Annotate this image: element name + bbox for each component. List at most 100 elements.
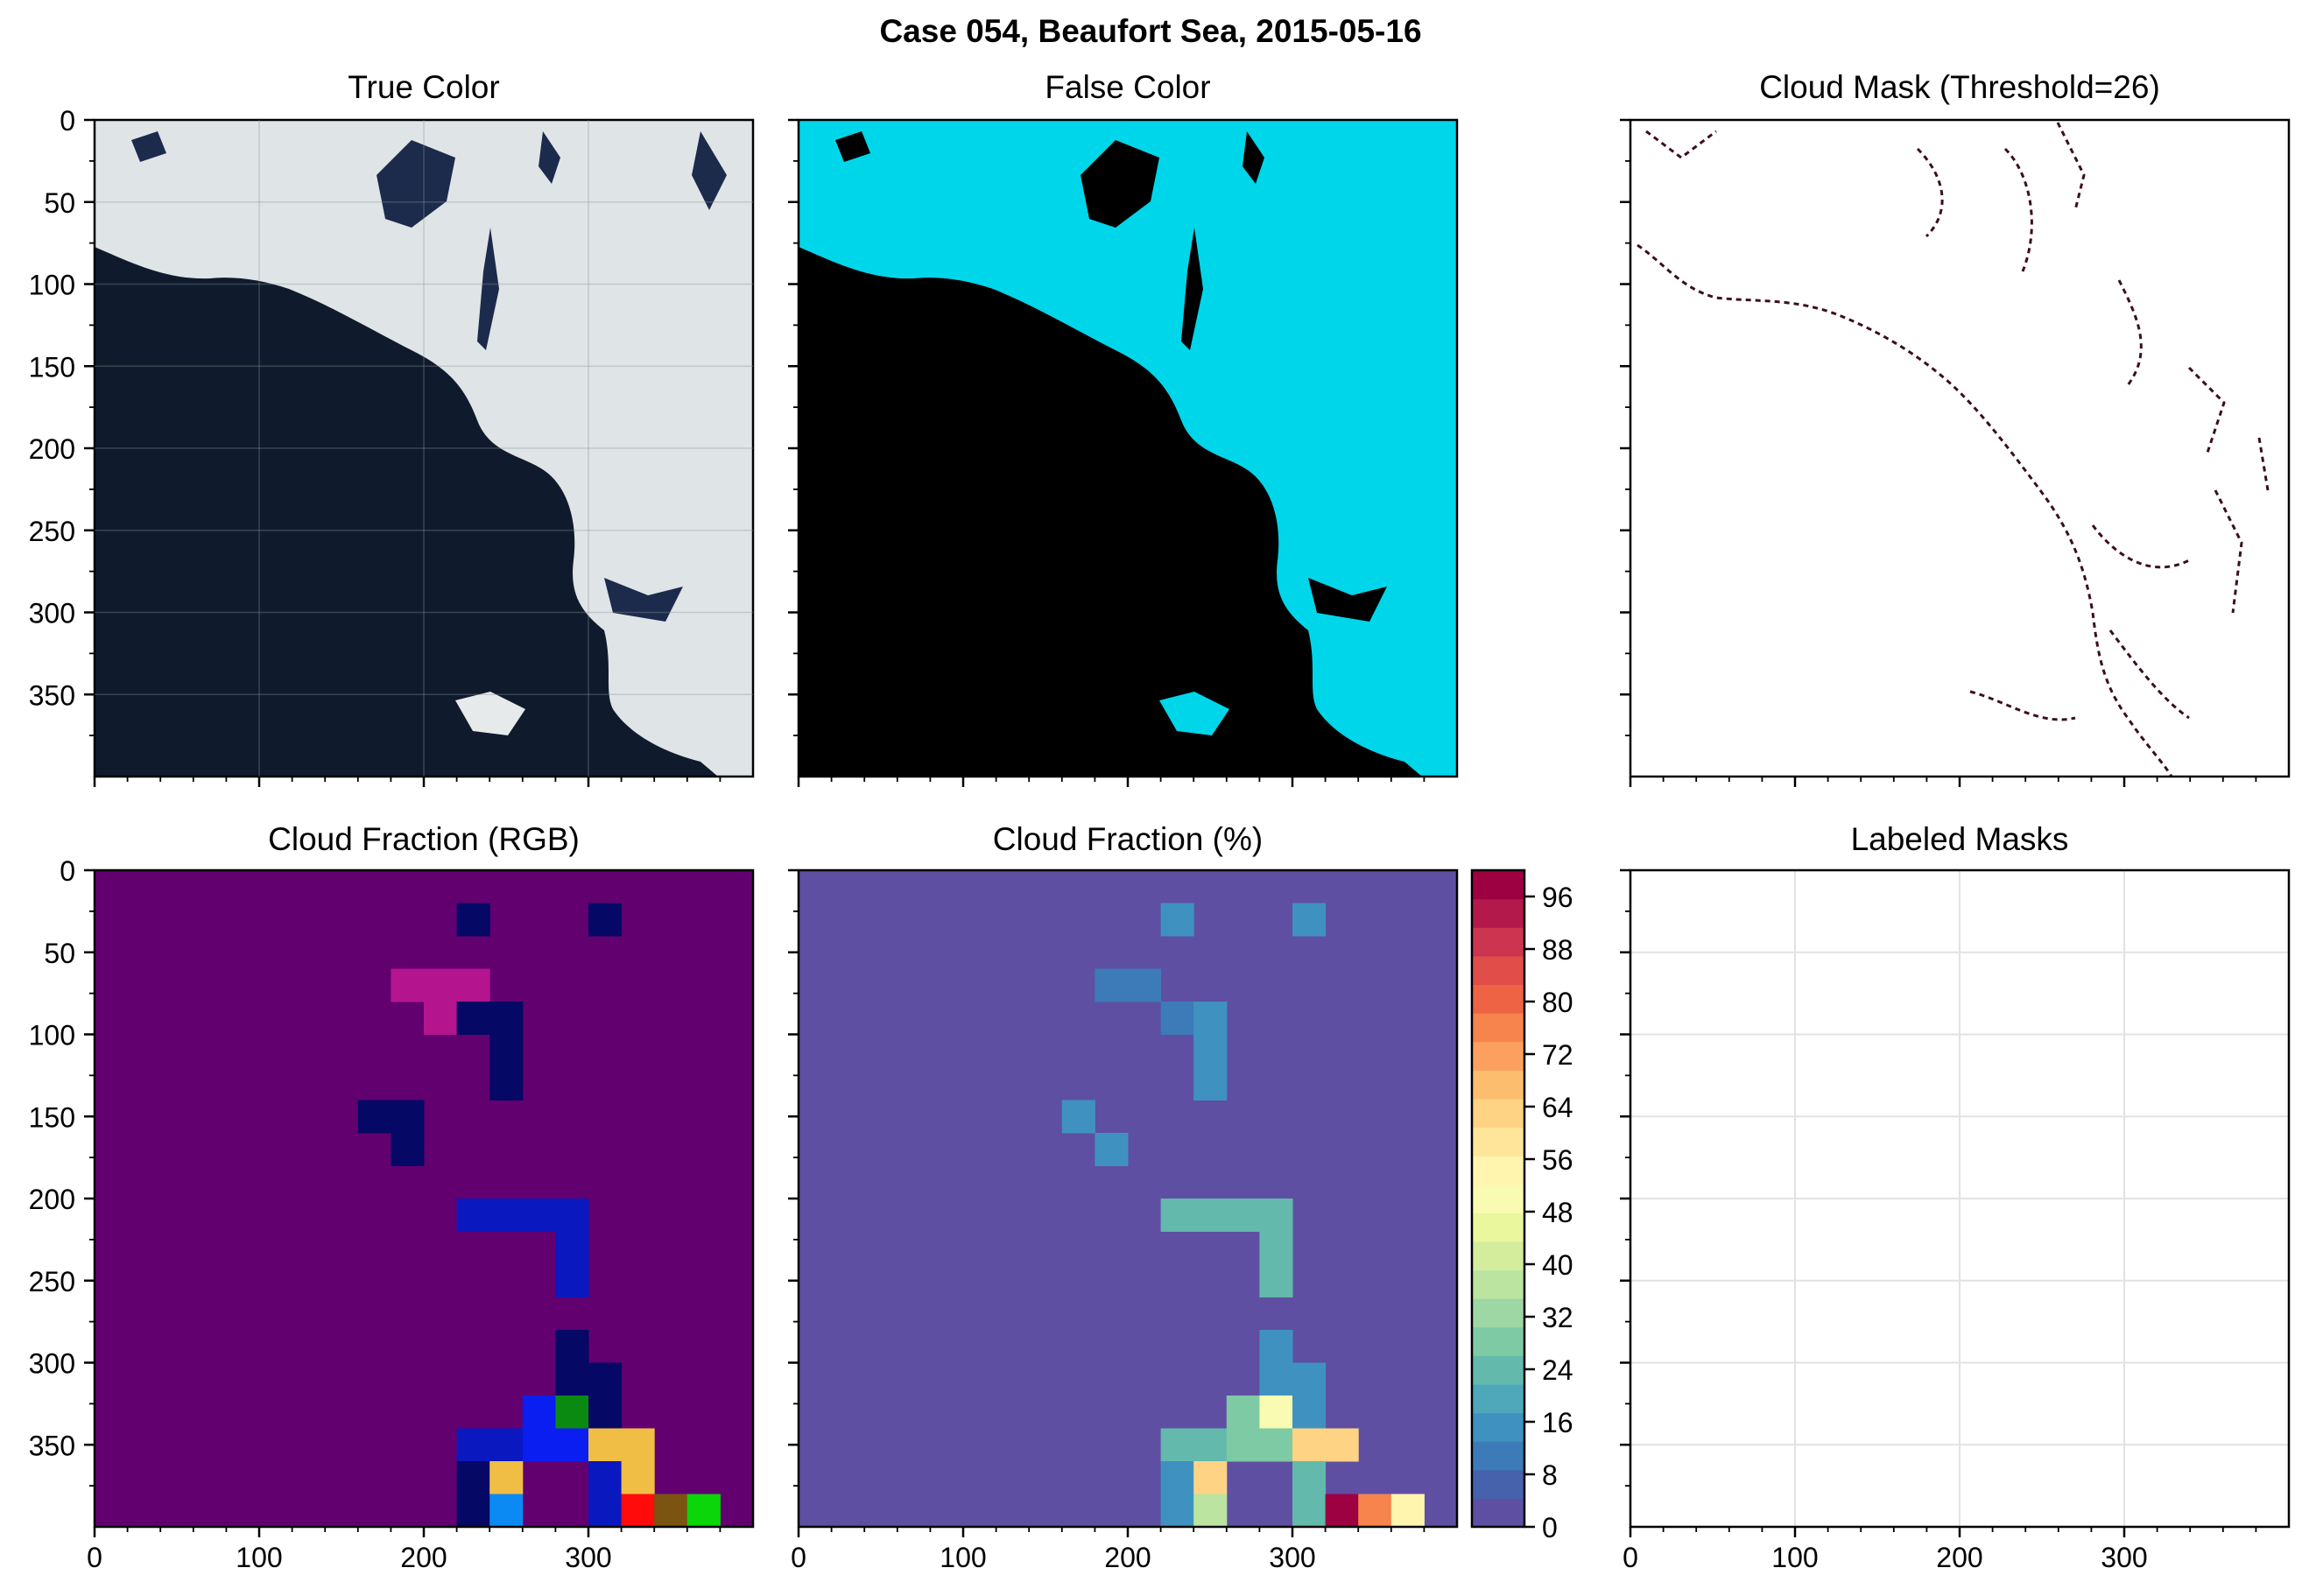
x-tick-label: 100 — [236, 1542, 282, 1573]
cf-pct-cell — [1292, 903, 1327, 937]
cf-rgb-cell — [555, 1428, 589, 1462]
colorbar-frame — [1470, 868, 1526, 1529]
y-tick-label: 100 — [29, 270, 75, 301]
y-tick-label: 0 — [60, 105, 75, 137]
cf-rgb-cell — [391, 1133, 425, 1166]
x-tick-label: 200 — [1104, 1542, 1151, 1573]
colorbar-tick-label: 0 — [1542, 1512, 1558, 1543]
cf-pct-cell — [1259, 1330, 1293, 1363]
colorbar-tick-label: 48 — [1542, 1197, 1573, 1228]
cf-pct-cell — [1226, 1199, 1260, 1232]
cf-pct-cell — [1325, 1428, 1359, 1462]
y-tick-label: 250 — [29, 1266, 75, 1297]
cf-pct-cell — [1259, 1264, 1293, 1297]
colorbar-segment — [1472, 1469, 1524, 1499]
colorbar-segment — [1472, 1241, 1524, 1271]
colorbar-segment — [1472, 1498, 1524, 1528]
cf-pct-cell — [1193, 1034, 1228, 1068]
cf-rgb-cell — [391, 1100, 425, 1134]
panel-title-cf-pct: Cloud Fraction (%) — [993, 821, 1263, 857]
cf-pct-cell — [1325, 1494, 1359, 1528]
y-tick-label: 150 — [29, 351, 75, 383]
colorbar-segment — [1472, 1184, 1524, 1213]
colorbar-segment — [1472, 1070, 1524, 1100]
panel-title-cloud-mask: Cloud Mask (Threshold=26) — [1759, 69, 2160, 105]
x-tick-label: 0 — [87, 1542, 102, 1573]
cf-pct-cell — [1095, 1133, 1129, 1166]
y-tick-label: 250 — [29, 516, 75, 547]
y-tick-label: 300 — [29, 1348, 75, 1380]
panel-title-labeled: Labeled Masks — [1851, 821, 2069, 857]
cf-rgb-cell — [489, 1067, 524, 1100]
cf-pct-cell — [1193, 1002, 1228, 1035]
colorbar-tick-label: 56 — [1542, 1144, 1573, 1176]
cf-pct-cell — [1160, 1199, 1194, 1232]
x-tick-label: 100 — [940, 1542, 986, 1573]
cf-rgb-cell — [489, 1461, 524, 1494]
colorbar-segment — [1472, 1269, 1524, 1299]
colorbar-segment — [1472, 1383, 1524, 1414]
cf-pct-cell — [1160, 1461, 1194, 1494]
cf-pct-cell — [1390, 1494, 1425, 1528]
cf-pct-cell — [1292, 1461, 1327, 1494]
cf-pct-cell — [1259, 1428, 1293, 1462]
cf-pct-cell — [1292, 1428, 1327, 1462]
cf-rgb-cell — [588, 1362, 623, 1396]
cf-rgb-cell — [456, 1494, 490, 1528]
cf-rgb-cell — [522, 1199, 556, 1232]
cf-rgb-cell — [456, 1199, 490, 1232]
cf-pct-cell — [1193, 1461, 1228, 1494]
cf-pct-image — [799, 870, 1457, 1528]
colorbar-segment — [1472, 1013, 1524, 1043]
colorbar-ticks: 0 8 16 24 32 40 48 56 64 72 80 88 96 — [1524, 882, 1573, 1543]
axes-ticks: 0 50 100 150 200 250 300 350 0 50 100 150 200 250 300 3… — [29, 105, 2257, 1573]
y-tick-label: 200 — [29, 1184, 75, 1215]
cf-rgb-cell — [391, 968, 425, 1002]
colorbar-segment — [1472, 1355, 1524, 1385]
x-tick-label: 0 — [791, 1542, 806, 1573]
cf-rgb-cell — [489, 1199, 524, 1232]
colorbar-segment — [1472, 1441, 1524, 1471]
figure-title: Case 054, Beaufort Sea, 2015-05-16 — [879, 13, 1421, 49]
y-tick-label: 50 — [44, 938, 75, 969]
colorbar-tick-label: 64 — [1542, 1092, 1573, 1123]
colorbar-segment — [1472, 1156, 1524, 1185]
cf-rgb-cell — [456, 903, 490, 937]
panel-title-false-color: False Color — [1045, 69, 1210, 105]
cf-rgb-cell — [489, 1494, 524, 1528]
x-tick-label: 300 — [565, 1542, 611, 1573]
colorbar-segment — [1472, 1412, 1524, 1442]
cf-rgb-cell — [621, 1461, 655, 1494]
colorbar-segment — [1472, 1326, 1524, 1356]
cf-pct-cell — [1193, 1494, 1228, 1528]
cf-pct-cell — [1292, 1396, 1327, 1429]
cf-pct-cell — [1160, 1428, 1194, 1462]
cf-pct-cell — [1160, 1002, 1194, 1035]
cf-rgb-cell — [555, 1362, 589, 1396]
colorbar-segment — [1472, 898, 1524, 928]
cf-rgb-cell — [686, 1494, 721, 1528]
colorbar-segment — [1472, 1041, 1524, 1071]
colorbar-segment — [1472, 870, 1524, 900]
cf-rgb-cell — [555, 1199, 589, 1232]
colorbar-tick-label: 8 — [1542, 1459, 1558, 1491]
cf-pct-cell — [1193, 1199, 1228, 1232]
cf-pct-cell — [1226, 1396, 1260, 1429]
cf-rgb-cell — [621, 1494, 655, 1528]
cf-rgb-cell — [456, 1002, 490, 1035]
cf-pct-cell — [1095, 968, 1129, 1002]
colorbar-segment — [1472, 1127, 1524, 1157]
x-tick-label: 0 — [1623, 1542, 1638, 1573]
colorbar-tick-label: 88 — [1542, 934, 1573, 966]
cf-rgb-cell — [489, 1002, 524, 1035]
colorbar-tick-label: 72 — [1542, 1039, 1573, 1071]
x-tick-label: 300 — [1269, 1542, 1315, 1573]
false-color-image — [799, 120, 1457, 777]
cloud-mask-image — [1630, 120, 2289, 777]
cf-rgb-cell — [489, 1034, 524, 1068]
x-tick-label: 200 — [1936, 1542, 1982, 1573]
cf-rgb-cell — [424, 1002, 458, 1035]
cf-pct-cell — [1259, 1396, 1293, 1429]
cf-rgb-cell — [555, 1231, 589, 1265]
